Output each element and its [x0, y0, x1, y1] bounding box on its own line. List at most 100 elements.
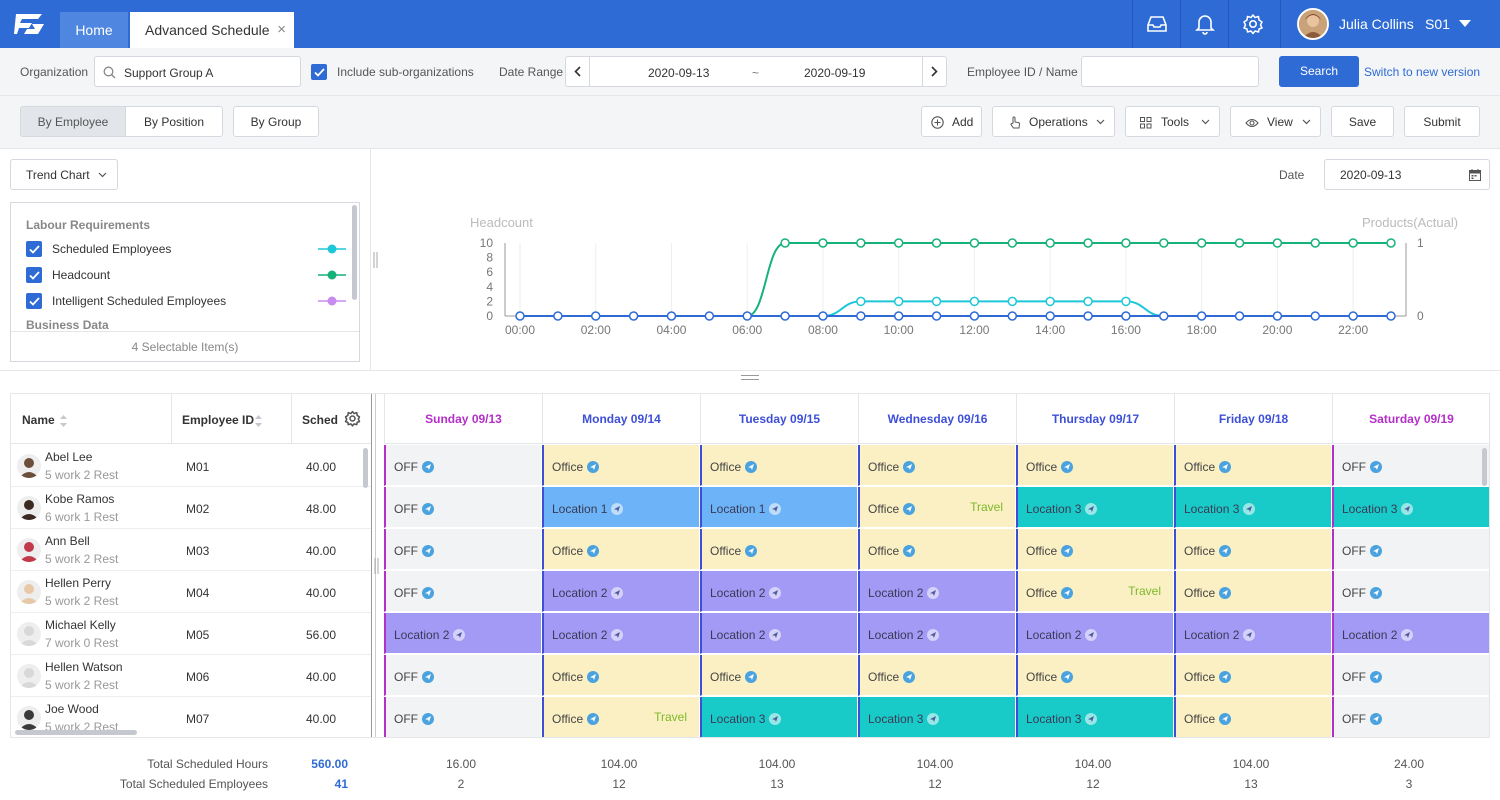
schedule-cell[interactable]: OFF — [1332, 571, 1489, 612]
schedule-cell[interactable]: Location 2 — [1332, 613, 1489, 654]
day-header[interactable]: Tuesday 09/15 — [700, 394, 858, 444]
left-horizontal-scrollbar[interactable] — [15, 730, 137, 735]
settings-button[interactable] — [1228, 0, 1276, 48]
data-point[interactable] — [780, 238, 790, 248]
legend-scrollbar[interactable] — [352, 205, 357, 300]
tab-advanced-schedule[interactable]: Advanced Schedule × — [130, 12, 294, 48]
schedule-cell[interactable]: Location 2 — [858, 613, 1016, 654]
column-header-employee-id[interactable]: Employee ID — [182, 413, 255, 427]
data-point[interactable] — [1196, 238, 1207, 248]
search-button[interactable]: Search — [1279, 56, 1359, 87]
employee-name[interactable]: Kobe Ramos — [45, 492, 115, 506]
day-header[interactable]: Friday 09/18 — [1174, 394, 1332, 444]
inbox-button[interactable] — [1132, 0, 1180, 48]
data-point[interactable] — [818, 311, 828, 321]
schedule-cell[interactable]: Location 3 — [858, 697, 1016, 737]
employee-name[interactable]: Ann Bell — [45, 534, 90, 548]
employee-id-name-input[interactable] — [1081, 56, 1259, 87]
date-next-button[interactable] — [922, 57, 946, 86]
employee-name[interactable]: Michael Kelly — [45, 618, 116, 632]
schedule-cell[interactable]: Location 3 — [1016, 487, 1174, 528]
legend-checkbox[interactable] — [26, 241, 42, 257]
schedule-cell[interactable]: Office — [700, 445, 858, 486]
user-menu[interactable]: Julia Collins S01 — [1280, 0, 1500, 48]
schedule-cell[interactable]: Office — [700, 655, 858, 696]
data-point[interactable] — [893, 238, 904, 248]
panel-resize-handle[interactable] — [741, 375, 759, 380]
day-header[interactable]: Wednesday 09/16 — [858, 394, 1016, 444]
schedule-cell[interactable]: Office — [542, 655, 700, 696]
data-point[interactable] — [969, 238, 980, 248]
day-header[interactable]: Monday 09/14 — [542, 394, 700, 444]
data-point[interactable] — [856, 311, 866, 321]
operations-dropdown[interactable]: Operations — [992, 106, 1115, 137]
data-point[interactable] — [931, 296, 942, 307]
employee-name[interactable]: Hellen Watson — [45, 660, 123, 674]
date-prev-button[interactable] — [566, 57, 590, 86]
data-point[interactable] — [628, 311, 639, 321]
column-header-sched[interactable]: Sched — [302, 413, 339, 427]
submit-button[interactable]: Submit — [1404, 106, 1480, 137]
date-range-end[interactable]: 2020-09-19 — [804, 66, 866, 80]
schedule-cell[interactable]: Office — [858, 655, 1016, 696]
data-point[interactable] — [893, 296, 904, 307]
data-point[interactable] — [1234, 238, 1245, 248]
data-point[interactable] — [1159, 311, 1169, 321]
data-point[interactable] — [1045, 238, 1055, 248]
data-point[interactable] — [590, 311, 601, 321]
data-point[interactable] — [704, 311, 715, 321]
employee-row[interactable]: Hellen Watson 5 work 2 Rest M06 40.00 — [11, 655, 371, 697]
schedule-cell[interactable]: Location 3 — [700, 697, 858, 737]
close-tab-icon[interactable]: × — [277, 21, 286, 38]
employee-row[interactable]: Abel Lee 5 work 2 Rest M01 40.00 — [11, 445, 371, 487]
data-point[interactable] — [1348, 238, 1358, 248]
view-by-group-tab[interactable]: By Group — [233, 106, 319, 137]
schedule-cell[interactable]: Office — [542, 445, 700, 486]
data-point[interactable] — [1310, 238, 1321, 248]
tab-home[interactable]: Home — [60, 12, 128, 48]
schedule-cell[interactable]: Office — [700, 529, 858, 570]
day-header[interactable]: Saturday 09/19 — [1332, 394, 1489, 444]
data-point[interactable] — [969, 296, 980, 307]
employee-row[interactable]: Kobe Ramos 6 work 1 Rest M02 48.00 — [11, 487, 371, 529]
date-range-start[interactable]: 2020-09-13 — [648, 66, 710, 80]
include-sub-organizations-label[interactable]: Include sub-organizations — [337, 65, 474, 79]
schedule-cell[interactable]: OFF — [384, 697, 542, 737]
schedule-cell[interactable]: Location 2 — [858, 571, 1016, 612]
schedule-cell[interactable]: Location 2 — [384, 613, 542, 654]
data-point[interactable] — [1083, 311, 1093, 321]
schedule-cell[interactable]: Office — [542, 529, 700, 570]
grid-pane-resize-handle[interactable] — [374, 558, 380, 574]
schedule-cell[interactable]: Office — [858, 529, 1016, 570]
legend-item-scheduled-employees[interactable]: Scheduled Employees — [26, 239, 346, 259]
data-point[interactable] — [1348, 311, 1358, 321]
notifications-button[interactable] — [1180, 0, 1228, 48]
legend-item-headcount[interactable]: Headcount — [26, 265, 346, 285]
data-point[interactable] — [780, 311, 790, 321]
data-point[interactable] — [1386, 311, 1396, 321]
schedule-cell[interactable]: Location 1 — [542, 487, 700, 528]
data-point[interactable] — [1234, 311, 1245, 321]
schedule-cell[interactable]: OFF — [384, 487, 542, 528]
data-point[interactable] — [1272, 238, 1283, 248]
schedule-cell[interactable]: Location 2 — [1174, 613, 1332, 654]
schedule-cell[interactable]: Office — [1016, 655, 1174, 696]
switch-to-new-version-link[interactable]: Switch to new version — [1364, 65, 1481, 79]
data-point[interactable] — [1159, 238, 1169, 248]
save-button[interactable]: Save — [1331, 106, 1394, 137]
employee-name[interactable]: Joe Wood — [45, 702, 99, 716]
data-point[interactable] — [1121, 296, 1131, 307]
employee-row[interactable]: Hellen Perry 5 work 2 Rest M04 40.00 — [11, 571, 371, 613]
legend-checkbox[interactable] — [26, 293, 42, 309]
sort-icon[interactable] — [59, 414, 68, 428]
column-settings-gear-icon[interactable] — [344, 410, 361, 427]
schedule-cell[interactable]: OFF — [384, 529, 542, 570]
schedule-cell[interactable]: Office — [1174, 445, 1332, 486]
data-point[interactable] — [1310, 311, 1321, 321]
schedule-cell[interactable]: OFF — [384, 571, 542, 612]
data-point[interactable] — [893, 311, 904, 321]
schedule-cell[interactable]: Office — [1174, 571, 1332, 612]
data-point[interactable] — [856, 296, 866, 307]
schedule-cell[interactable]: Office Travel — [1016, 571, 1174, 612]
schedule-cell[interactable]: OFF — [1332, 655, 1489, 696]
